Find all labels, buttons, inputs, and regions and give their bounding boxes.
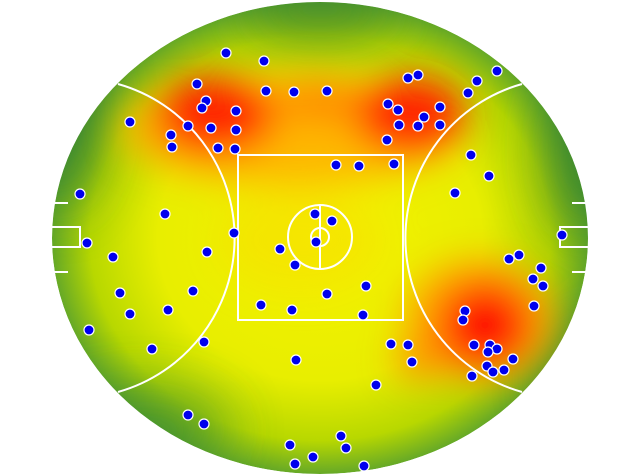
- player-dot-icon: [198, 336, 210, 348]
- player-dot-icon: [457, 314, 469, 326]
- player-dot-icon: [468, 339, 480, 351]
- player-dot-icon: [81, 237, 93, 249]
- player-dot-icon: [459, 305, 471, 317]
- player-dot-icon: [503, 253, 515, 265]
- player-dot-icon: [462, 87, 474, 99]
- player-positions: [74, 47, 568, 472]
- player-dot-icon: [466, 370, 478, 382]
- right-fifty-arc: [404, 83, 523, 393]
- player-dot-icon: [340, 442, 352, 454]
- player-dot-icon: [212, 142, 224, 154]
- player-dot-icon: [513, 249, 525, 261]
- player-dot-icon: [482, 346, 494, 358]
- player-dot-icon: [402, 72, 414, 84]
- player-dot-icon: [393, 119, 405, 131]
- player-dot-icon: [487, 366, 499, 378]
- player-dot-icon: [83, 324, 95, 336]
- player-dot-icon: [289, 458, 301, 470]
- player-dot-icon: [537, 280, 549, 292]
- player-dot-icon: [255, 299, 267, 311]
- player-dot-icon: [434, 101, 446, 113]
- field-surface: [52, 2, 588, 474]
- player-dot-icon: [274, 243, 286, 255]
- player-dot-icon: [483, 170, 495, 182]
- player-dot-icon: [191, 78, 203, 90]
- player-dot-icon: [507, 353, 519, 365]
- centre-square: [237, 154, 404, 321]
- player-dot-icon: [201, 246, 213, 258]
- player-dot-icon: [124, 308, 136, 320]
- player-dot-icon: [290, 354, 302, 366]
- player-dot-icon: [166, 141, 178, 153]
- player-dot-icon: [321, 85, 333, 97]
- player-dot-icon: [146, 343, 158, 355]
- player-dot-icon: [381, 134, 393, 146]
- player-dot-icon: [330, 159, 342, 171]
- player-dot-icon: [182, 120, 194, 132]
- player-dot-icon: [434, 119, 446, 131]
- player-dot-icon: [284, 439, 296, 451]
- player-dot-icon: [402, 339, 414, 351]
- player-dot-icon: [535, 262, 547, 274]
- player-dot-icon: [528, 300, 540, 312]
- player-dot-icon: [360, 280, 372, 292]
- player-dot-icon: [471, 75, 483, 87]
- player-dot-icon: [353, 160, 365, 172]
- player-dot-icon: [187, 285, 199, 297]
- player-dot-icon: [527, 273, 539, 285]
- player-dot-icon: [107, 251, 119, 263]
- player-dot-icon: [418, 111, 430, 123]
- player-dot-icon: [385, 338, 397, 350]
- player-dot-icon: [289, 259, 301, 271]
- player-dot-icon: [382, 98, 394, 110]
- player-dot-icon: [286, 304, 298, 316]
- player-dot-icon: [449, 187, 461, 199]
- player-dot-icon: [198, 418, 210, 430]
- player-dot-icon: [388, 158, 400, 170]
- player-dot-icon: [159, 208, 171, 220]
- player-dot-icon: [307, 451, 319, 463]
- player-dot-icon: [258, 55, 270, 67]
- player-dot-icon: [229, 143, 241, 155]
- player-dot-icon: [465, 149, 477, 161]
- player-dot-icon: [406, 356, 418, 368]
- player-dot-icon: [182, 409, 194, 421]
- player-dot-icon: [260, 85, 272, 97]
- player-dot-icon: [326, 215, 338, 227]
- heat-zones: [120, 75, 555, 380]
- player-dot-icon: [220, 47, 232, 59]
- player-dot-icon: [556, 229, 568, 241]
- player-dot-icon: [358, 460, 370, 472]
- player-dot-icon: [205, 122, 217, 134]
- player-dot-icon: [288, 86, 300, 98]
- player-dot-icon: [310, 236, 322, 248]
- player-dot-icon: [491, 65, 503, 77]
- player-dot-icon: [196, 102, 208, 114]
- player-dot-icon: [370, 379, 382, 391]
- player-dot-icon: [309, 208, 321, 220]
- player-dot-icon: [412, 69, 424, 81]
- player-dot-icon: [230, 124, 242, 136]
- player-dot-icon: [357, 309, 369, 321]
- player-dot-icon: [498, 364, 510, 376]
- left-goal-square: [52, 202, 81, 273]
- player-dot-icon: [392, 104, 404, 116]
- player-dot-icon: [335, 430, 347, 442]
- player-dot-icon: [165, 129, 177, 141]
- player-dot-icon: [114, 287, 126, 299]
- player-dot-icon: [412, 120, 424, 132]
- player-dot-icon: [228, 227, 240, 239]
- player-dot-icon: [230, 105, 242, 117]
- player-dot-icon: [124, 116, 136, 128]
- player-dot-icon: [162, 304, 174, 316]
- player-dot-icon: [74, 188, 86, 200]
- player-dot-icon: [321, 288, 333, 300]
